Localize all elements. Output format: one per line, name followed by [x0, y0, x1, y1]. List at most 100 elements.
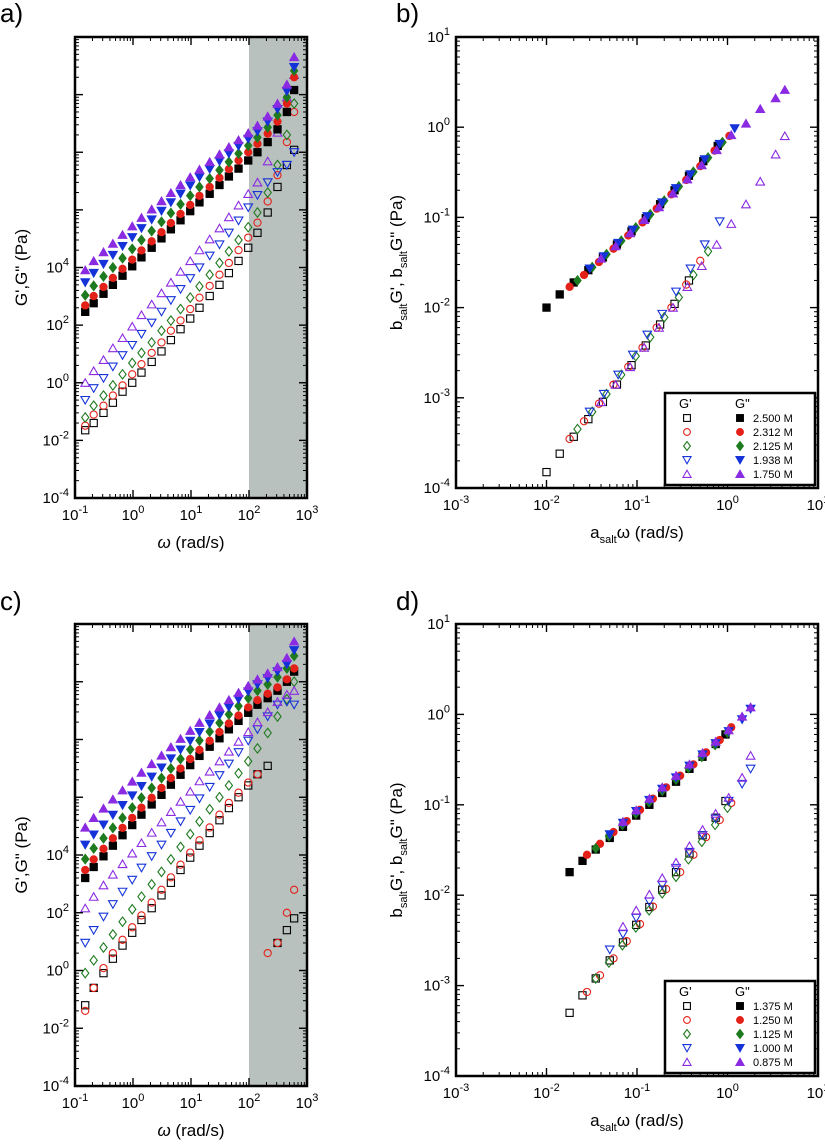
- data-point: [186, 853, 195, 862]
- data-point: [146, 215, 157, 225]
- data-point: [263, 689, 272, 698]
- data-point: [156, 287, 167, 298]
- y-tick-label: 102: [46, 902, 69, 922]
- data-point: [244, 778, 253, 787]
- y-tick-label: 10-3: [424, 387, 450, 407]
- data-point: [253, 742, 262, 755]
- data-point: [618, 939, 627, 951]
- legend-label: 2.125 M: [753, 441, 793, 453]
- chart-panel-2: b)10-310-210-110010110-410-310-210-11001…: [387, 0, 825, 546]
- data-point: [184, 736, 196, 746]
- data-point: [253, 696, 262, 705]
- legend-label: 1.250 M: [753, 1015, 793, 1027]
- legend-marker: [681, 1057, 693, 1066]
- data-point: [204, 719, 215, 729]
- data-point: [579, 270, 589, 280]
- data-point: [584, 407, 595, 417]
- x-tick-label: 101: [180, 504, 203, 524]
- data-point: [699, 155, 710, 165]
- data-point: [175, 266, 186, 276]
- data-point: [136, 329, 147, 340]
- x-tick-label: 100: [122, 1092, 145, 1112]
- data-point: [281, 79, 293, 89]
- data-point: [224, 803, 234, 813]
- data-point: [612, 370, 624, 380]
- data-point: [223, 142, 235, 152]
- data-point: [88, 830, 99, 840]
- data-point: [156, 307, 167, 317]
- data-point: [289, 650, 299, 662]
- data-point: [710, 819, 720, 831]
- x-tick-label: 10-3: [443, 494, 469, 514]
- data-point: [186, 304, 195, 314]
- data-point: [262, 111, 273, 121]
- data-point: [573, 423, 582, 435]
- data-point: [98, 803, 109, 813]
- data-point: [587, 406, 597, 418]
- data-point: [147, 782, 156, 794]
- data-point: [147, 878, 156, 890]
- data-point: [175, 796, 186, 806]
- data-point: [81, 421, 90, 430]
- data-point: [88, 891, 99, 901]
- data-point: [175, 733, 186, 743]
- data-point: [682, 174, 693, 184]
- legend-marker: [735, 440, 745, 452]
- data-point: [282, 137, 292, 147]
- data-point: [656, 782, 668, 792]
- data-point: [98, 354, 109, 364]
- data-point: [118, 387, 127, 396]
- data-point: [273, 109, 282, 121]
- data-point: [136, 837, 147, 848]
- data-point: [89, 400, 98, 412]
- data-point: [282, 107, 292, 117]
- data-point: [176, 316, 185, 325]
- data-point: [136, 212, 147, 222]
- y-axis-label: bsaltG', bsaltG" (Pa): [387, 782, 410, 917]
- y-tick-label: 10-1: [424, 794, 450, 814]
- data-point: [99, 963, 108, 973]
- data-point: [156, 196, 167, 206]
- data-point: [89, 280, 98, 292]
- data-point: [194, 717, 205, 727]
- data-point: [118, 368, 127, 380]
- data-point: [604, 830, 616, 840]
- x-tick-label: 10-2: [533, 1082, 559, 1102]
- data-point: [682, 280, 691, 289]
- data-point: [137, 803, 146, 812]
- data-point: [108, 948, 118, 958]
- data-point: [243, 755, 253, 767]
- data-point: [195, 303, 204, 312]
- data-point: [234, 700, 243, 712]
- data-point: [147, 898, 156, 907]
- data-point: [79, 278, 91, 288]
- x-axis-label: ω (rad/s): [157, 533, 224, 552]
- data-point: [137, 911, 146, 920]
- data-point: [604, 956, 614, 969]
- data-point: [234, 147, 243, 160]
- data-point: [146, 852, 157, 862]
- data-point: [195, 815, 204, 828]
- data-point: [754, 103, 766, 113]
- data-point: [273, 182, 282, 192]
- data-point: [99, 941, 108, 954]
- data-point: [88, 925, 99, 936]
- series-G-0.875-M: [79, 685, 300, 913]
- data-point: [234, 234, 243, 246]
- data-point: [81, 301, 90, 310]
- data-point: [263, 208, 272, 217]
- data-point: [242, 203, 254, 213]
- data-point: [117, 332, 128, 343]
- data-point: [289, 664, 299, 673]
- data-point: [591, 972, 601, 985]
- data-point: [215, 816, 224, 825]
- data-point: [685, 264, 696, 274]
- data-point: [282, 129, 292, 141]
- x-tick-label: 10-2: [533, 494, 559, 514]
- data-point: [215, 791, 224, 803]
- x-tick-label: 101: [180, 1092, 203, 1112]
- data-point: [215, 270, 224, 279]
- data-point: [282, 693, 292, 705]
- data-point: [723, 802, 732, 814]
- data-point: [565, 434, 574, 444]
